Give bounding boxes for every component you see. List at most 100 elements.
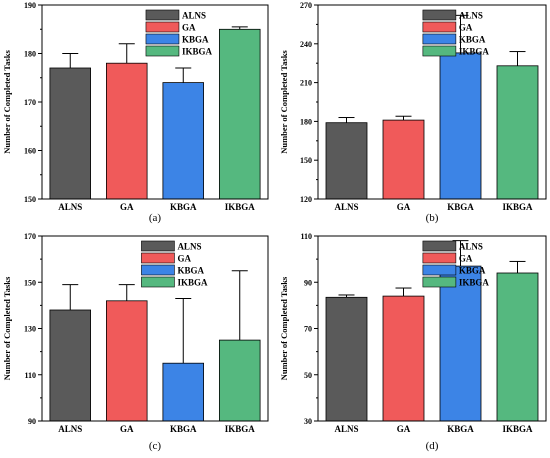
bar-ga <box>106 62 148 200</box>
y-tick-label: 240 <box>300 40 312 49</box>
panel-label: (b) <box>426 212 439 224</box>
legend-swatch-ga <box>141 252 175 264</box>
y-tick-label: 110 <box>300 232 312 241</box>
y-tick-label: 190 <box>24 1 36 10</box>
legend-label-ga: GA <box>459 23 473 33</box>
legend-label-ikbga: IKBGA <box>182 47 213 57</box>
y-tick-label: 90 <box>28 417 36 426</box>
y-tick-label: 150 <box>24 278 36 287</box>
legend-swatch-alns <box>145 9 180 21</box>
bar-ikbga <box>218 339 261 422</box>
y-tick-label: 270 <box>300 1 312 10</box>
legend-label-ga: GA <box>182 23 196 33</box>
legend-swatch-ikbga <box>141 276 175 288</box>
y-tick-label: 30 <box>304 417 312 426</box>
legend: ALNS GA KBGA IKBGA <box>145 9 213 57</box>
chart-panel-a: ALNS GA KBGA IKBGA 150 160 170 180 190 Number of … <box>2 1 269 224</box>
legend: ALNS GA KBGA IKBGA <box>422 240 490 288</box>
legend-label-ga: GA <box>177 254 191 264</box>
category-label-ga: GA <box>120 202 134 212</box>
bar-alns <box>325 122 368 200</box>
y-axis-label: Number of Completed Tasks <box>2 50 12 154</box>
category-label-ga: GA <box>397 424 411 434</box>
category-label-kbga: KBGA <box>447 424 474 434</box>
legend-label-kbga: KBGA <box>182 35 209 45</box>
legend-swatch-ikbga <box>145 45 180 57</box>
category-label-ga: GA <box>397 202 411 212</box>
panel-label: (a) <box>149 212 162 224</box>
legend-swatch-alns <box>141 240 175 252</box>
legend-swatch-kbga <box>422 33 457 45</box>
chart-panel-b: ALNS GA KBGA IKBGA 120 150 180 210 240 270 Number … <box>279 1 547 224</box>
legend-swatch-ga <box>422 252 457 264</box>
bar-alns <box>325 296 368 422</box>
y-tick-label: 70 <box>304 325 312 334</box>
bar-kbga <box>439 265 482 422</box>
category-label-alns: ALNS <box>334 424 358 434</box>
legend-label-ikbga: IKBGA <box>459 278 490 288</box>
y-tick-label: 150 <box>24 195 36 204</box>
bar-ikbga <box>496 272 539 422</box>
legend-swatch-alns <box>422 240 457 252</box>
y-tick-label: 110 <box>24 371 36 380</box>
category-label-kbga: KBGA <box>170 202 197 212</box>
y-tick-label: 180 <box>300 117 312 126</box>
y-axis-label: Number of Completed Tasks <box>2 276 12 380</box>
y-axis-label: Number of Completed Tasks <box>279 50 289 154</box>
legend-label-alns: ALNS <box>177 242 201 252</box>
bar-kbga <box>162 82 204 200</box>
y-tick-label: 120 <box>300 195 312 204</box>
bar-ikbga <box>496 65 539 200</box>
legend-swatch-kbga <box>141 264 175 276</box>
bar-ikbga <box>218 28 261 200</box>
legend-label-kbga: KBGA <box>459 35 486 45</box>
panel-label: (c) <box>149 440 162 452</box>
category-label-kbga: KBGA <box>170 424 197 434</box>
bar-alns <box>49 67 92 200</box>
category-label-ikbga: IKBGA <box>502 424 533 434</box>
category-label-alns: ALNS <box>58 424 82 434</box>
legend-swatch-ga <box>422 21 457 33</box>
legend-swatch-kbga <box>145 33 180 45</box>
category-label-ikbga: IKBGA <box>225 202 256 212</box>
category-label-ikbga: IKBGA <box>225 424 256 434</box>
bar-kbga <box>439 52 482 200</box>
legend-swatch-ga <box>145 21 180 33</box>
bar-ga <box>382 119 425 200</box>
legend: ALNS GA KBGA IKBGA <box>422 9 490 57</box>
category-label-ga: GA <box>120 424 134 434</box>
legend-swatch-ikbga <box>422 276 457 288</box>
bar-alns <box>49 309 92 422</box>
legend-label-alns: ALNS <box>182 11 206 21</box>
y-tick-label: 150 <box>300 156 312 165</box>
y-tick-label: 210 <box>300 79 312 88</box>
y-tick-label: 90 <box>304 278 312 287</box>
y-tick-label: 160 <box>24 147 36 156</box>
panel-label: (d) <box>426 440 439 452</box>
legend-swatch-alns <box>422 9 457 21</box>
y-tick-label: 130 <box>24 325 36 334</box>
chart-panel-d: ALNS GA KBGA IKBGA 30 50 70 90 110 Number of Comp… <box>279 232 547 452</box>
y-tick-label: 170 <box>24 232 36 241</box>
legend-label-kbga: KBGA <box>459 266 486 276</box>
bar-ga <box>106 300 148 422</box>
chart-panel-c: ALNS GA KBGA IKBGA 90 110 130 150 170 Number of C… <box>2 232 269 452</box>
category-label-kbga: KBGA <box>447 202 474 212</box>
y-axis-label: Number of Completed Tasks <box>279 276 289 380</box>
category-label-ikbga: IKBGA <box>502 202 533 212</box>
legend-label-alns: ALNS <box>459 11 483 21</box>
legend-swatch-kbga <box>422 264 457 276</box>
y-tick-label: 170 <box>24 98 36 107</box>
bar-ga <box>382 295 425 422</box>
y-tick-label: 180 <box>24 50 36 59</box>
legend-label-ikbga: IKBGA <box>459 47 490 57</box>
legend: ALNS GA KBGA IKBGA <box>141 240 208 288</box>
category-label-alns: ALNS <box>334 202 358 212</box>
y-tick-label: 50 <box>304 371 312 380</box>
legend-label-kbga: KBGA <box>177 266 204 276</box>
bar-kbga <box>162 362 204 422</box>
legend-swatch-ikbga <box>422 45 457 57</box>
category-label-alns: ALNS <box>58 202 82 212</box>
legend-label-ikbga: IKBGA <box>177 278 208 288</box>
